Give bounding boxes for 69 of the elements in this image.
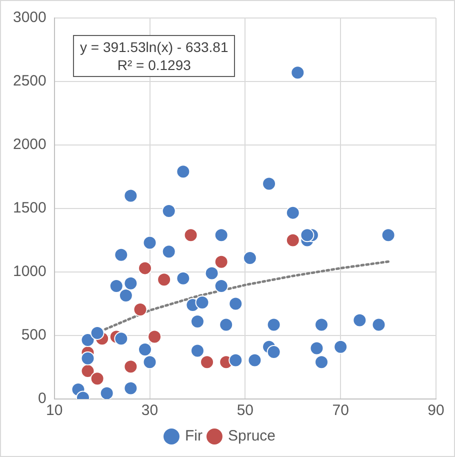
point [80,332,95,347]
point [314,355,329,370]
point [124,381,138,396]
point [242,251,257,266]
point [334,340,348,354]
point [100,386,114,399]
point [214,254,228,269]
point [286,233,300,248]
point [114,332,128,346]
point [204,266,219,280]
y-tick-label: 1000 [12,263,46,280]
point [138,261,152,276]
y-tick-label: 3000 [12,9,46,26]
point [133,302,148,316]
point [290,66,305,80]
point [148,330,162,344]
point [381,228,396,242]
point [176,164,190,179]
point [90,372,104,386]
point [162,204,176,218]
point [214,228,228,242]
point [300,228,314,242]
annotation: y = 391.53ln(x) - 633.81 [80,38,228,56]
point [184,228,198,242]
y-tick-label: 500 [21,326,46,344]
point [90,326,104,340]
point [124,188,138,203]
legend-label: Fir [184,428,202,445]
point [114,248,128,262]
point [176,271,190,286]
y-tick-label: 0 [38,390,46,408]
x-tick-label: 30 [141,402,158,420]
point [124,276,138,290]
point [314,318,329,332]
y-tick-label: 2500 [12,72,46,90]
point [109,278,124,293]
point [310,341,324,356]
point [80,351,95,366]
point [200,355,214,370]
point [157,272,172,287]
point [124,360,138,374]
point [219,318,234,332]
point [162,244,176,259]
x-tick-label: 70 [332,402,349,420]
x-tick-label: 10 [46,402,63,420]
point [228,296,243,311]
point [266,345,281,360]
point [142,236,157,250]
y-tick-label: 1500 [12,200,46,217]
point [372,318,386,332]
point [286,206,300,220]
point [262,176,276,191]
point [228,353,243,368]
point [266,318,281,332]
point [248,353,262,368]
point [138,342,152,356]
point [190,314,204,329]
point [214,278,228,293]
point [195,295,210,310]
point [80,364,95,378]
point [142,355,157,370]
legend-label: Spruce [228,428,276,445]
annotation: R² = 0.1293 [116,56,192,74]
y-tick-label: 2000 [12,136,46,154]
x-tick-label: 50 [236,402,254,420]
point [352,313,367,328]
point [190,344,204,358]
x-tick-label: 90 [428,402,444,420]
point [118,288,133,302]
